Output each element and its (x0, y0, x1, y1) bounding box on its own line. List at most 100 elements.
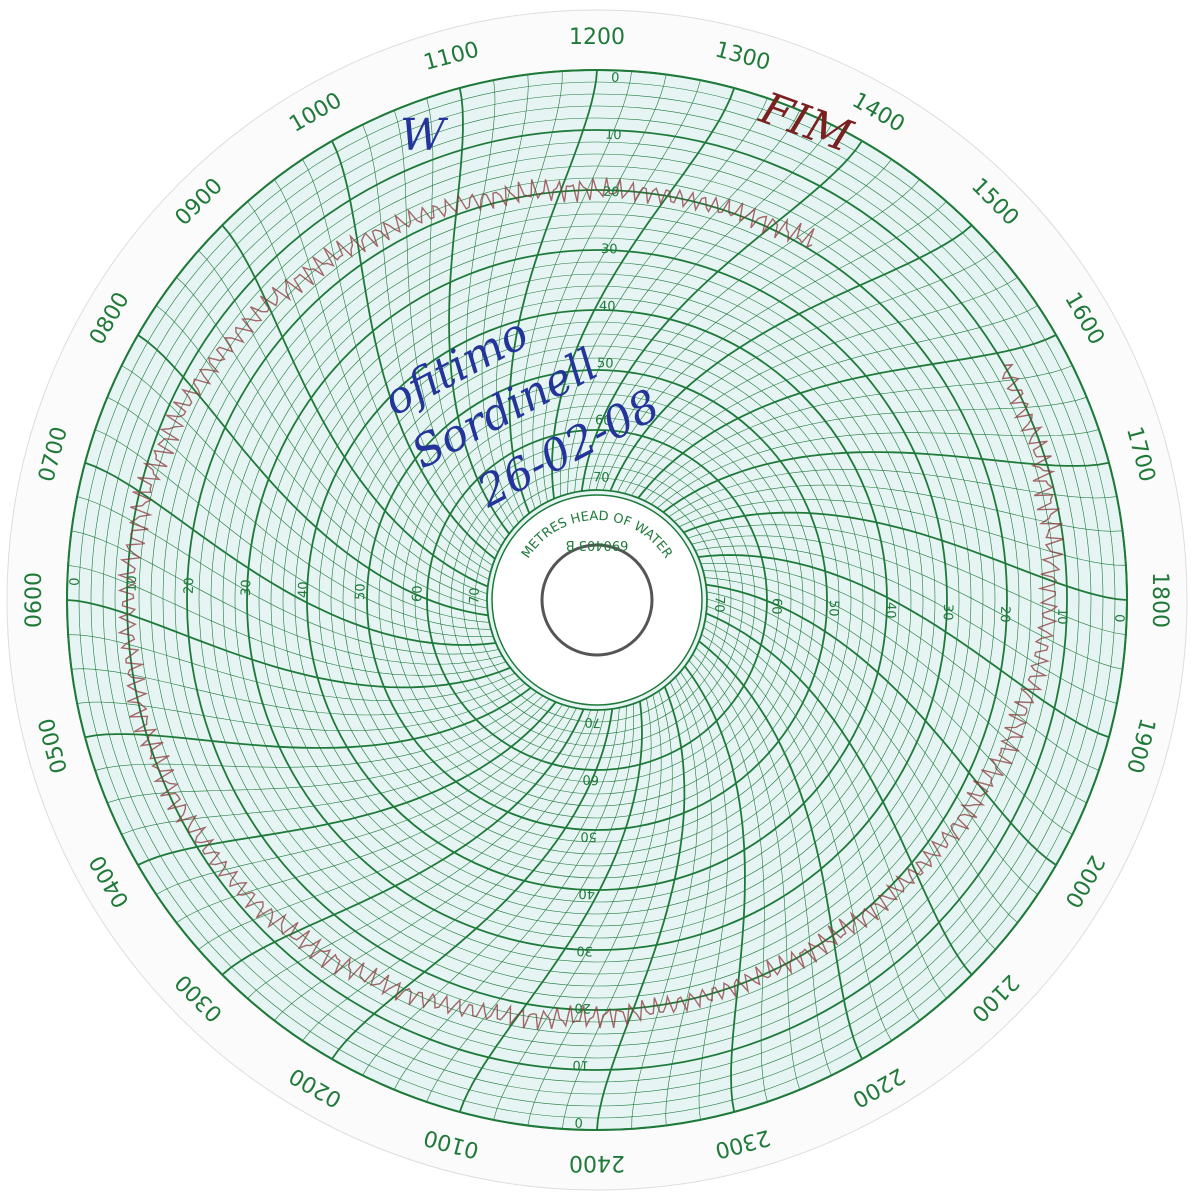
scale-label: 40 (882, 602, 898, 619)
pen-line (116, 177, 1065, 1031)
scale-label: 70 (584, 714, 601, 730)
grid-circle (150, 153, 1044, 1047)
time-line (247, 709, 592, 999)
grid-circle (246, 249, 948, 951)
time-line (580, 140, 863, 492)
hour-label: 2400 (569, 1150, 625, 1175)
scale-label: 50 (597, 356, 614, 372)
time-line (532, 74, 667, 506)
time-line (705, 612, 973, 976)
time-line (704, 620, 947, 999)
time-line (426, 98, 506, 540)
time-line (588, 159, 892, 491)
time-line (562, 690, 673, 1129)
time-line (496, 71, 563, 519)
time-line (521, 71, 632, 510)
scale-label: 60 (410, 585, 426, 602)
grid-circle (78, 81, 1116, 1119)
grid-circle (318, 321, 876, 879)
grid-circle (474, 477, 720, 723)
time-line (668, 469, 1117, 517)
time-line (66, 599, 511, 689)
time-line (701, 634, 892, 1041)
scale-label: 20 (603, 185, 620, 201)
time-line (84, 461, 496, 646)
hub-hole (540, 543, 654, 657)
grid-circle (282, 285, 912, 915)
scale-label: 20 (574, 1000, 591, 1016)
time-line (121, 365, 490, 623)
time-line (695, 647, 832, 1076)
time-line (680, 671, 728, 1120)
time-line (631, 681, 698, 1129)
scale-label: 10 (572, 1057, 589, 1073)
hour-label: 0600 (22, 572, 47, 628)
scale-label: 0 (1111, 614, 1126, 623)
scale-label: 10 (125, 575, 141, 592)
scale-label: 60 (768, 598, 784, 615)
time-line (574, 124, 832, 493)
time-line (156, 704, 563, 895)
time-line (673, 484, 1123, 532)
grid-circle (234, 237, 960, 963)
time-line (637, 334, 1057, 499)
grid-circle (294, 297, 900, 903)
time-line (362, 707, 620, 1076)
time-line (71, 668, 521, 716)
scale-label: 50 (353, 583, 369, 600)
scale-label: 70 (711, 596, 727, 613)
grid-circle (174, 177, 1020, 1023)
time-line (107, 695, 544, 804)
scale-label: 60 (582, 771, 599, 787)
scale-label: 30 (576, 943, 593, 959)
scale-label: 0 (611, 71, 620, 86)
time-line (393, 110, 502, 547)
grid-circle (390, 393, 804, 807)
time-line (176, 277, 488, 602)
grid-circle (222, 225, 972, 975)
time-line (702, 570, 1087, 804)
time-line (609, 224, 973, 492)
scale-label: 40 (578, 885, 595, 901)
time-line (560, 97, 768, 497)
grid (66, 69, 1128, 1131)
scale-label: 30 (239, 579, 255, 596)
time-line (650, 396, 1087, 505)
time-line (331, 708, 614, 1060)
time-line (198, 250, 488, 595)
time-line (617, 250, 996, 493)
time-line (567, 110, 801, 495)
time-line (466, 80, 514, 529)
time-line (221, 224, 489, 588)
grid-circle (342, 345, 852, 855)
grid-circle (306, 309, 888, 891)
grid-circle (414, 417, 780, 783)
time-line (698, 554, 1110, 739)
time-line (704, 577, 1073, 835)
time-line (683, 511, 1128, 601)
grid-circle (270, 273, 924, 927)
scale-label: 30 (601, 242, 618, 258)
time-line (706, 598, 1018, 923)
time-line (156, 305, 488, 609)
time-line (695, 545, 1117, 704)
time-line (198, 707, 577, 950)
time-line (448, 87, 510, 535)
pen-trace (116, 177, 1065, 1031)
time-line (688, 660, 768, 1102)
time-line (684, 665, 746, 1113)
time-line (542, 80, 701, 502)
time-line (121, 698, 550, 835)
grid-circle (366, 369, 828, 831)
time-line (631, 305, 1038, 496)
scale-label: 70 (467, 587, 483, 604)
time-line (84, 687, 532, 749)
time-line (94, 429, 494, 637)
time-line (527, 694, 662, 1126)
time-line (700, 563, 1100, 771)
time-line (68, 634, 516, 701)
grid-circle (90, 93, 1104, 1107)
scale-label: 20 (182, 577, 198, 594)
grid-circle (210, 213, 984, 987)
